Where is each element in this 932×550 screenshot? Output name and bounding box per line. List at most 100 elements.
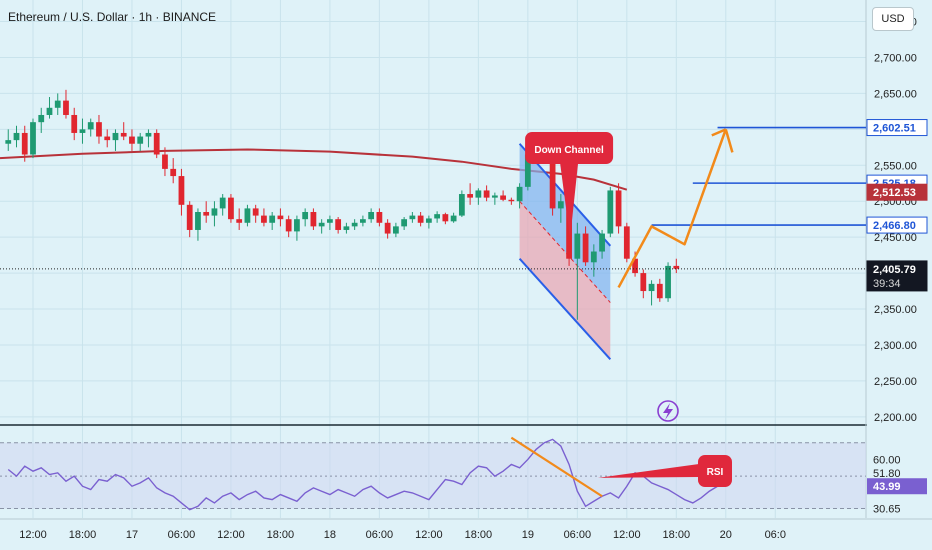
- candle[interactable]: [112, 129, 119, 151]
- candle-body: [261, 215, 267, 223]
- candle[interactable]: [252, 204, 259, 223]
- candle[interactable]: [170, 158, 177, 184]
- candle[interactable]: [318, 219, 325, 234]
- candle[interactable]: [434, 211, 441, 223]
- candle[interactable]: [607, 186, 614, 238]
- candle[interactable]: [244, 204, 251, 227]
- candle[interactable]: [516, 183, 523, 209]
- candle[interactable]: [557, 194, 564, 223]
- candle[interactable]: [38, 107, 45, 133]
- candle[interactable]: [574, 222, 581, 320]
- candle[interactable]: [656, 278, 663, 302]
- candle[interactable]: [104, 129, 111, 148]
- time-axis[interactable]: 12:00 18:00 17 06:00 12:00 18:00 18 06:00 12:00 1…: [19, 529, 786, 541]
- candle[interactable]: [368, 208, 375, 223]
- candle[interactable]: [54, 93, 61, 115]
- candle[interactable]: [467, 183, 474, 205]
- candle[interactable]: [261, 208, 267, 227]
- candle[interactable]: [665, 262, 671, 302]
- candle[interactable]: [582, 226, 589, 266]
- candle[interactable]: [417, 212, 424, 227]
- candle[interactable]: [392, 222, 399, 238]
- candle[interactable]: [442, 212, 449, 225]
- candle[interactable]: [351, 219, 358, 230]
- candle[interactable]: [450, 212, 457, 223]
- candle[interactable]: [269, 212, 276, 230]
- channel-lower-line[interactable]: [518, 258, 612, 360]
- candle[interactable]: [21, 125, 28, 162]
- candle[interactable]: [310, 208, 317, 230]
- callout-label: Down Channel: [534, 145, 604, 156]
- candle[interactable]: [162, 147, 168, 177]
- candle[interactable]: [63, 89, 69, 119]
- rsi-callout[interactable]: RSI: [597, 455, 732, 487]
- candle[interactable]: [673, 258, 680, 274]
- candle[interactable]: [277, 208, 284, 227]
- candle[interactable]: [5, 129, 12, 151]
- candle[interactable]: [203, 201, 210, 223]
- rsi-value-box: [867, 478, 927, 495]
- candle[interactable]: [648, 280, 655, 306]
- rsi-line[interactable]: [7, 438, 726, 511]
- candle[interactable]: [137, 132, 144, 151]
- candle[interactable]: [327, 215, 333, 230]
- candle-body: [38, 114, 45, 123]
- candle[interactable]: [178, 168, 185, 216]
- candle[interactable]: [219, 194, 226, 216]
- candle[interactable]: [302, 208, 309, 227]
- candle[interactable]: [13, 125, 20, 148]
- candle[interactable]: [483, 185, 490, 202]
- candle[interactable]: [87, 118, 94, 137]
- candle[interactable]: [285, 215, 292, 238]
- candle-body: [475, 190, 482, 198]
- candle[interactable]: [475, 188, 482, 205]
- candle[interactable]: [294, 215, 300, 241]
- candle[interactable]: [425, 215, 432, 229]
- candle[interactable]: [79, 118, 86, 144]
- candle[interactable]: [491, 192, 498, 205]
- candle[interactable]: [96, 114, 102, 144]
- candle[interactable]: [129, 129, 135, 151]
- candle[interactable]: [500, 190, 506, 202]
- candle[interactable]: [640, 269, 647, 299]
- candle-body: [557, 201, 564, 209]
- candle[interactable]: [401, 217, 408, 230]
- candle[interactable]: [211, 201, 218, 227]
- candle-body: [310, 212, 317, 227]
- candle[interactable]: [590, 244, 597, 277]
- candle[interactable]: [228, 194, 234, 223]
- symbol-title[interactable]: Ethereum / U.S. Dollar · 1h · BINANCE: [8, 10, 217, 24]
- candle[interactable]: [599, 229, 605, 259]
- candle[interactable]: [120, 122, 127, 141]
- lightning-icon[interactable]: [657, 400, 679, 422]
- down-channel-callout[interactable]: Down Channel: [525, 132, 614, 239]
- candle[interactable]: [236, 208, 243, 230]
- candle[interactable]: [458, 190, 465, 218]
- candle[interactable]: [186, 201, 193, 238]
- candle-body: [211, 208, 218, 216]
- candle-body: [360, 219, 366, 223]
- rsi-trendline[interactable]: [510, 436, 603, 498]
- projection-path[interactable]: [617, 128, 727, 289]
- candle[interactable]: [46, 97, 53, 119]
- candle[interactable]: [623, 222, 630, 263]
- candle[interactable]: [195, 208, 201, 241]
- candle[interactable]: [343, 222, 350, 234]
- candle[interactable]: [376, 208, 383, 227]
- candle[interactable]: [145, 129, 152, 148]
- candle[interactable]: [71, 107, 78, 141]
- candle[interactable]: [153, 129, 160, 159]
- candle[interactable]: [508, 197, 515, 205]
- candle-body: [153, 132, 160, 155]
- candle[interactable]: [615, 183, 622, 234]
- candle[interactable]: [384, 219, 391, 239]
- candle[interactable]: [409, 212, 416, 223]
- candle[interactable]: [335, 217, 342, 234]
- candle-body: [524, 154, 531, 187]
- candle[interactable]: [30, 118, 36, 159]
- candle[interactable]: [360, 215, 366, 227]
- currency-button[interactable]: USD: [872, 7, 914, 31]
